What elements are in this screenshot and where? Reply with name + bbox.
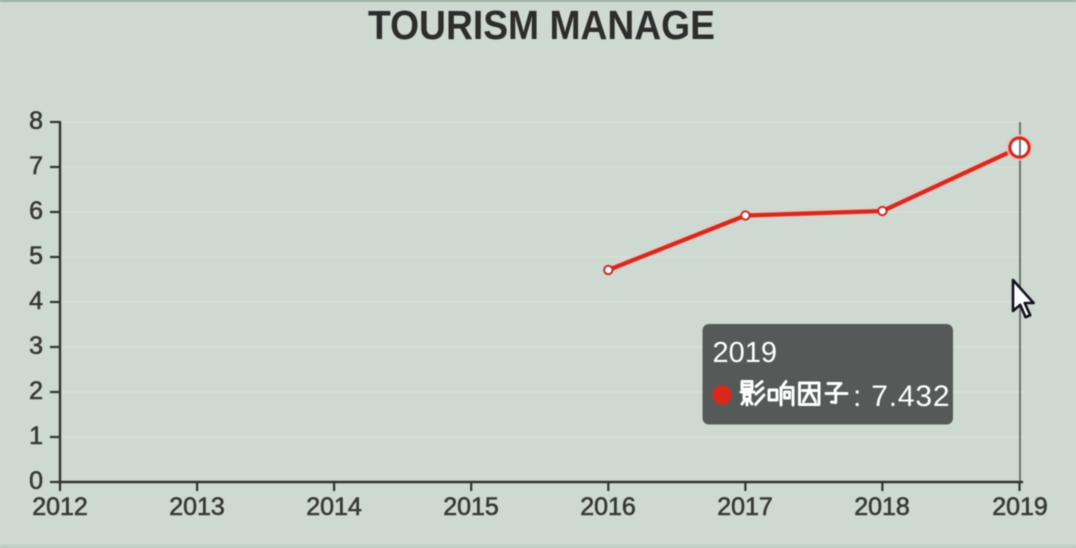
svg-text:2015: 2015 — [443, 493, 499, 521]
svg-text:TOURISM MANAGE: TOURISM MANAGE — [368, 3, 715, 49]
svg-text:2017: 2017 — [717, 493, 773, 521]
svg-text:0: 0 — [29, 467, 43, 495]
svg-text:3: 3 — [29, 332, 43, 360]
svg-text:7: 7 — [29, 152, 43, 180]
svg-text:2: 2 — [29, 377, 43, 405]
svg-text:2014: 2014 — [306, 493, 362, 521]
svg-text:2016: 2016 — [580, 493, 636, 521]
svg-text:2012: 2012 — [32, 493, 88, 521]
svg-text:2019: 2019 — [713, 337, 778, 369]
svg-text:6: 6 — [29, 197, 43, 225]
svg-text:2019: 2019 — [992, 493, 1048, 521]
svg-text:2018: 2018 — [854, 493, 910, 521]
svg-text:4: 4 — [29, 287, 43, 315]
svg-text:8: 8 — [29, 107, 43, 135]
svg-text:1: 1 — [29, 422, 43, 450]
svg-text:: 7.432: : 7.432 — [853, 380, 950, 413]
svg-text:2013: 2013 — [169, 493, 225, 521]
svg-text:5: 5 — [29, 242, 43, 270]
